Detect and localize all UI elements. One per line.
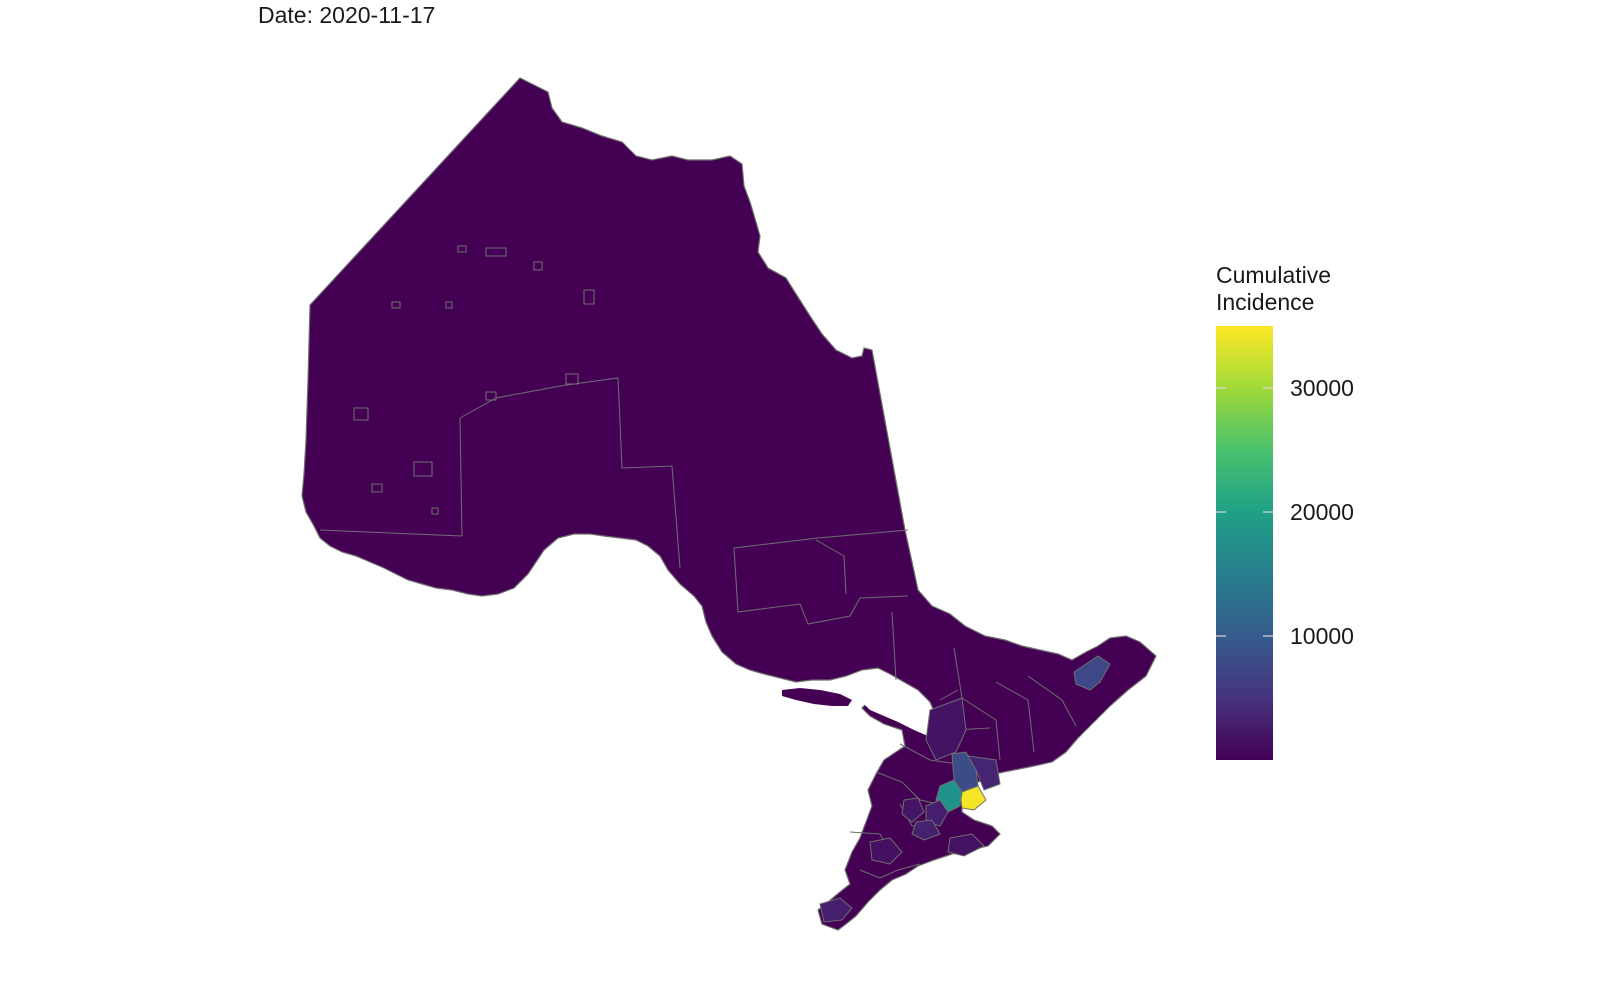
georgian-bay xyxy=(858,680,936,736)
region-halton xyxy=(925,799,949,827)
region-simcoe-muskoka xyxy=(925,697,967,761)
northern-lakes xyxy=(353,245,595,515)
region-middlesex-london xyxy=(869,837,903,865)
date-subtitle: Date: 2020-11-17 xyxy=(258,2,436,28)
ontario-map xyxy=(301,77,1157,931)
legend-tick-label: 20000 xyxy=(1290,499,1354,525)
region-ottawa xyxy=(1073,655,1111,691)
health-unit-regions xyxy=(819,655,1111,923)
region-durham xyxy=(967,755,1001,791)
region-waterloo xyxy=(901,797,925,823)
manitoulin-island xyxy=(782,688,852,706)
color-legend xyxy=(1216,326,1273,760)
region-hamilton xyxy=(911,819,941,841)
region-windsor-essex xyxy=(819,897,853,923)
legend-title-line-2: Incidence xyxy=(1216,289,1315,315)
legend-tick-label: 30000 xyxy=(1290,375,1354,401)
legend-title-line-1: Cumulative xyxy=(1216,262,1332,288)
province-outline xyxy=(301,77,1157,931)
region-niagara xyxy=(947,833,985,857)
region-borders xyxy=(319,377,1077,879)
legend-colorbar xyxy=(1216,326,1273,760)
legend-title: Cumulative Incidence xyxy=(1216,262,1331,316)
legend-tick-label: 10000 xyxy=(1290,623,1354,649)
